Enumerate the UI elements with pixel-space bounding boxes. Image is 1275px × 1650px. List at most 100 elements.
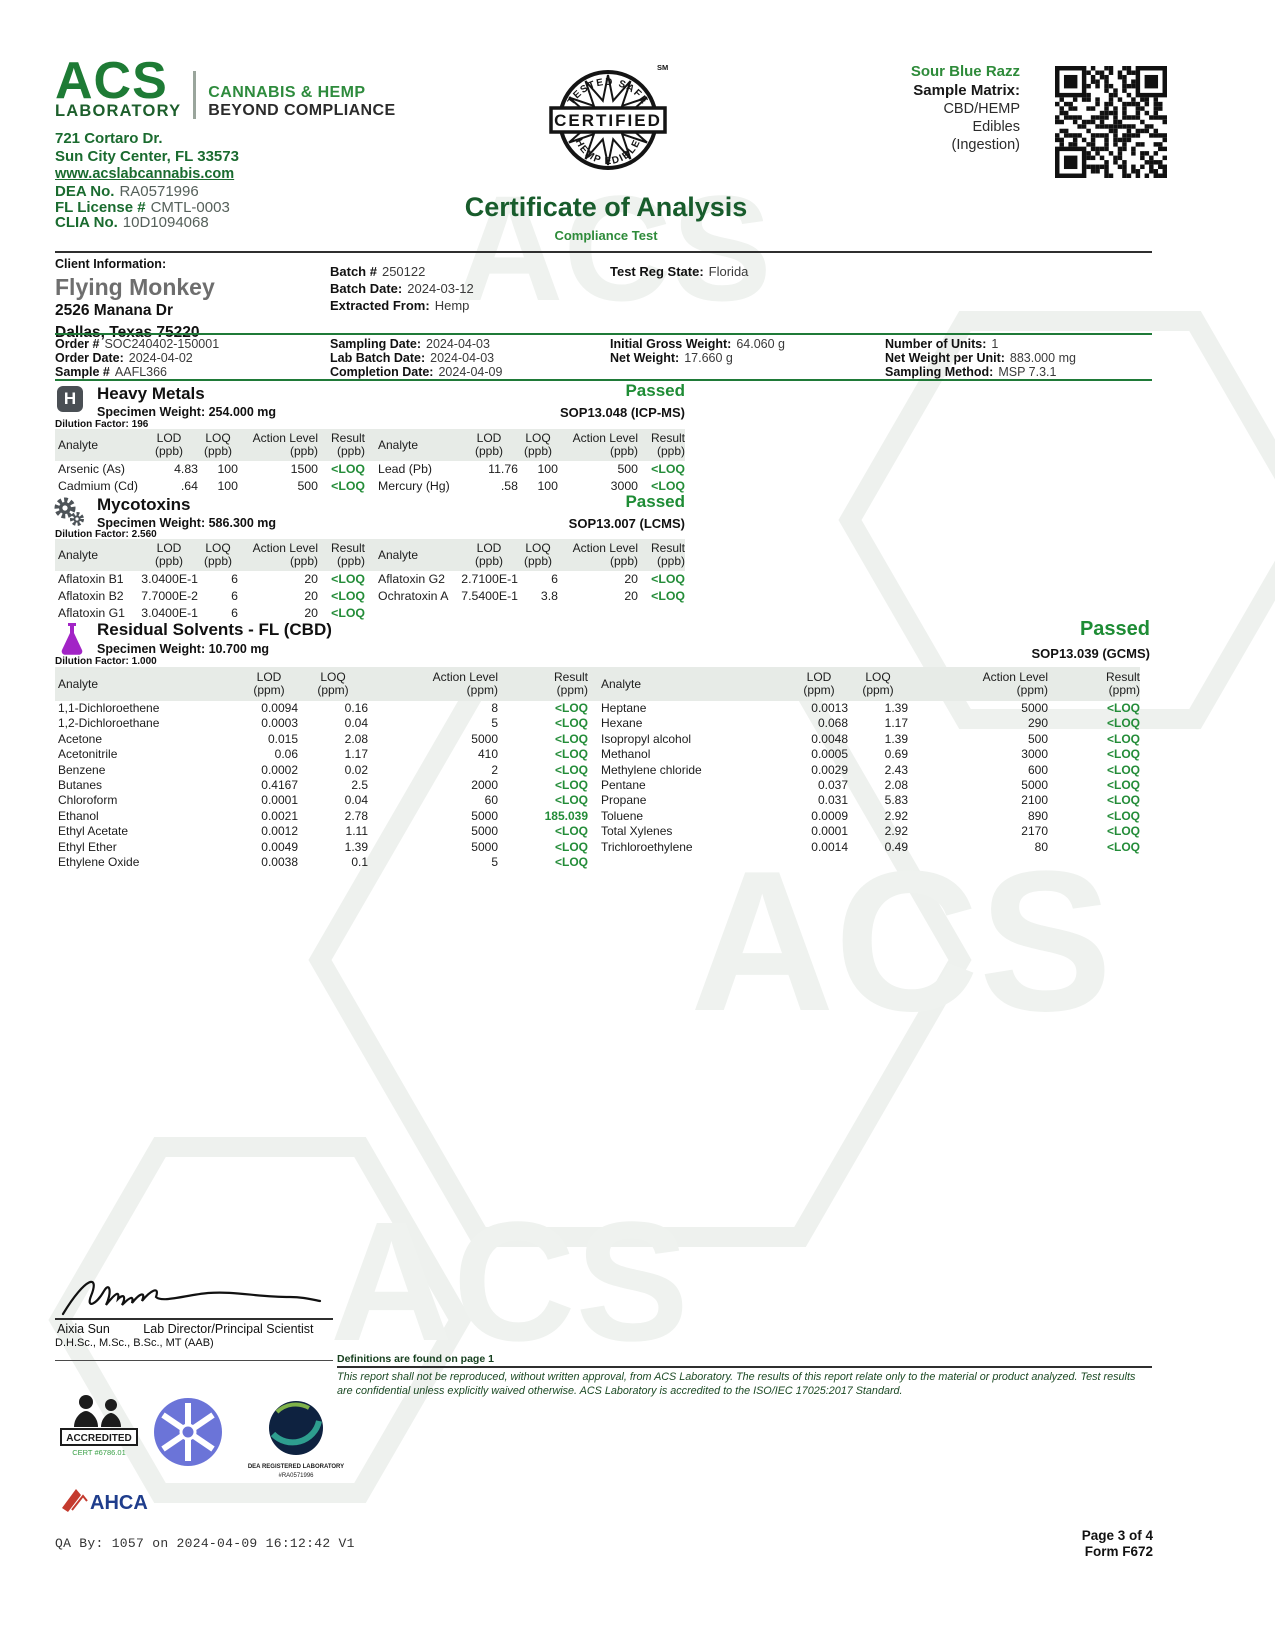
result-value: <LOQ	[331, 479, 365, 493]
unit-fields: Number of Units: 1 Net Weight per Unit: 883…	[885, 337, 1076, 379]
residual-solvents-title: Residual Solvents - FL (CBD)	[97, 620, 332, 639]
sample-matrix-line: CBD/HEMP	[943, 101, 1020, 117]
table-header: Analyte LOD (ppb) LOQ (ppb) Action Level (p…	[378, 541, 685, 568]
heavy-metals-specimen: Specimen Weight: 254.000 mg	[97, 405, 277, 419]
mycotoxins-left-group: Analyte LOD (ppb) LOQ (ppb) Action Level (p…	[55, 539, 365, 622]
analyte-row: Butanes 0.4167 2.5 2000 <LOQ	[58, 777, 588, 792]
divider	[55, 1360, 333, 1361]
disclaimer-text: This report shall not be reproduced, wit…	[337, 1371, 1136, 1397]
result-value: <LOQ	[554, 731, 588, 746]
result-value: <LOQ	[1106, 731, 1140, 746]
analyte-row: Isopropyl alcohol 0.0048 1.39 500 <LOQ	[601, 731, 1140, 746]
signer-credentials: D.H.Sc., M.Sc., B.Sc., MT (AAB)	[55, 1337, 214, 1349]
date-fields: Sampling Date: 2024-04-03 Lab Batch Date: 2…	[330, 337, 502, 379]
signer-role: Lab Director/Principal Scientist	[143, 1322, 314, 1336]
analyte-row: Propane 0.031 5.83 2100 <LOQ	[601, 793, 1140, 808]
dea-registered-logo-icon: DEA REGISTERED LABORATORY #RA0571996	[248, 1401, 344, 1479]
analyte-row: Aflatoxin B1 3.0400E-1 6 20 <LOQ	[58, 572, 365, 586]
analyte-row: Pentane 0.037 2.08 5000 <LOQ	[601, 777, 1140, 792]
lab-address-line1: 721 Cortaro Dr.	[55, 130, 163, 147]
acs-logo-text: ACS	[55, 52, 168, 110]
table-header: Analyte LOD (ppb) LOQ (ppb) Action Level (p…	[378, 431, 685, 458]
client-address-1: 2526 Manana Dr	[55, 302, 174, 319]
result-value: <LOQ	[554, 762, 588, 777]
result-value: <LOQ	[1106, 808, 1140, 823]
lab-website-link[interactable]: www.acslabcannabis.com	[55, 166, 235, 182]
svg-text:ACS: ACS	[690, 830, 1112, 1053]
divider	[55, 379, 1152, 381]
client-address-2: Dallas, Texas 75220	[55, 322, 215, 344]
analyte-row: 1,2-Dichloroethane 0.0003 0.04 5 <LOQ	[58, 716, 588, 731]
residual-solvents-table: Analyte LOD (ppm) LOQ (ppm) Action Level (p…	[55, 667, 1140, 870]
result-value: <LOQ	[331, 589, 365, 603]
analyte-row: Trichloroethylene 0.0014 0.49 80 <LOQ	[601, 839, 1140, 854]
table-header: Analyte LOD (ppb) LOQ (ppb) Action Level (p…	[58, 541, 365, 568]
sample-matrix-line: (Ingestion)	[951, 137, 1020, 153]
flask-icon	[61, 623, 83, 655]
analyte-row: Ethyl Ether 0.0049 1.39 5000 <LOQ	[58, 839, 588, 854]
state-fields: Test Reg State: Florida	[610, 263, 748, 280]
mycotoxins-title: Mycotoxins	[97, 495, 191, 514]
order-fields: Order # SOC240402-150001 Order Date: 2024-0…	[55, 337, 219, 379]
result-value: <LOQ	[651, 479, 685, 493]
result-value: <LOQ	[554, 824, 588, 839]
result-value: 185.039	[544, 808, 588, 823]
heavy-metals-left-group: Analyte LOD (ppb) LOQ (ppb) Action Level (p…	[55, 429, 365, 495]
heavy-metals-dilution: Dilution Factor: 196	[55, 419, 149, 430]
signature	[61, 1280, 322, 1316]
lab-registrations: DEA No. RA0571996 FL License # CMTL-0003 C…	[55, 184, 396, 231]
mycotoxins-specimen: Specimen Weight: 586.300 mg	[97, 516, 277, 530]
weight-fields: Initial Gross Weight: 64.060 g Net Weight:…	[610, 337, 785, 366]
registration-line: CLIA No. 10D1094068	[55, 214, 209, 231]
analyte-row: Heptane 0.0013 1.39 5000 <LOQ	[601, 701, 1140, 715]
analyte-row: Toluene 0.0009 2.92 890 <LOQ	[601, 808, 1140, 823]
page-title: Certificate of Analysis	[464, 192, 748, 222]
analyte-row: 1,1-Dichloroethene 0.0094 0.16 8 <LOQ	[58, 701, 588, 715]
result-value: <LOQ	[554, 854, 588, 869]
heavy-metals-method: SOP13.048 (ICP-MS)	[560, 405, 685, 420]
tested-safe-certified-seal: CERTIFIED TESTED SAFE HEMP EDIBLE SM	[549, 63, 668, 170]
mycotoxins-status: Passed	[625, 492, 685, 511]
field-line: Sampling Method: MSP 7.3.1	[885, 364, 1057, 379]
heavy-metals-title: Heavy Metals	[97, 384, 205, 403]
signer-name: Aixia Sun	[57, 1322, 110, 1336]
result-value: <LOQ	[651, 572, 685, 586]
analyte-row: Mercury (Hg) .58 100 3000 <LOQ	[378, 479, 685, 493]
result-value: <LOQ	[1106, 747, 1140, 762]
field-line: Test Reg State: Florida	[610, 264, 749, 279]
svg-text:ACCREDITED: ACCREDITED	[66, 1433, 132, 1444]
svg-text:AHCA: AHCA	[90, 1492, 148, 1514]
svg-text:ACS: ACS	[330, 1187, 689, 1377]
analyte-row: Cadmium (Cd) .64 100 500 <LOQ	[58, 479, 365, 493]
analyte-row: Acetonitrile 0.06 1.17 410 <LOQ	[58, 747, 588, 762]
batch-fields: Batch #250122 Batch Date: 2024-03-12 Extrac…	[330, 263, 474, 314]
table-header: Analyte LOD (ppb) LOQ (ppb) Action Level (p…	[58, 431, 365, 458]
svg-text:CERTIFIED: CERTIFIED	[554, 111, 662, 130]
analyte-row: Chloroform 0.0001 0.04 60 <LOQ	[58, 793, 588, 808]
analyte-row: Methanol 0.0005 0.69 3000 <LOQ	[601, 747, 1140, 762]
analyte-row: Aflatoxin G2 2.7100E-1 6 20 <LOQ	[378, 572, 685, 586]
result-value: <LOQ	[1106, 793, 1140, 808]
lab-address-line2: Sun City Center, FL 33573	[55, 147, 239, 165]
result-value: <LOQ	[554, 716, 588, 731]
result-value: <LOQ	[554, 701, 588, 715]
field-line: Net Weight: 17.660 g	[610, 350, 733, 365]
result-value: <LOQ	[554, 747, 588, 762]
analyte-row: Ethylene Oxide 0.0038 0.1 5 <LOQ	[58, 854, 588, 869]
result-value: <LOQ	[554, 793, 588, 808]
analyte-row: Lead (Pb) 11.76 100 500 <LOQ	[378, 462, 685, 476]
result-value: <LOQ	[331, 462, 365, 476]
page-number: Page 3 of 4	[1081, 1528, 1153, 1543]
analyte-row: Ethanol 0.0021 2.78 5000 185.039	[58, 808, 588, 823]
registration-line: DEA No. RA0571996	[55, 183, 199, 200]
mycotoxins-table: Analyte LOD (ppb) LOQ (ppb) Action Level (p…	[55, 539, 685, 622]
result-value: <LOQ	[331, 572, 365, 586]
analyte-row: Benzene 0.0002 0.02 2 <LOQ	[58, 762, 588, 777]
analyte-row: Aflatoxin G1 3.0400E-1 6 20 <LOQ	[58, 606, 365, 620]
svg-text:CERT #6786.01: CERT #6786.01	[72, 1448, 126, 1457]
h-badge-icon: H	[57, 386, 83, 412]
pinwheel-logo-icon	[154, 1398, 222, 1466]
field-line: Order Date: 2024-04-02	[55, 350, 193, 365]
mycotoxins-right-group: Analyte LOD (ppb) LOQ (ppb) Action Level (p…	[375, 539, 685, 622]
